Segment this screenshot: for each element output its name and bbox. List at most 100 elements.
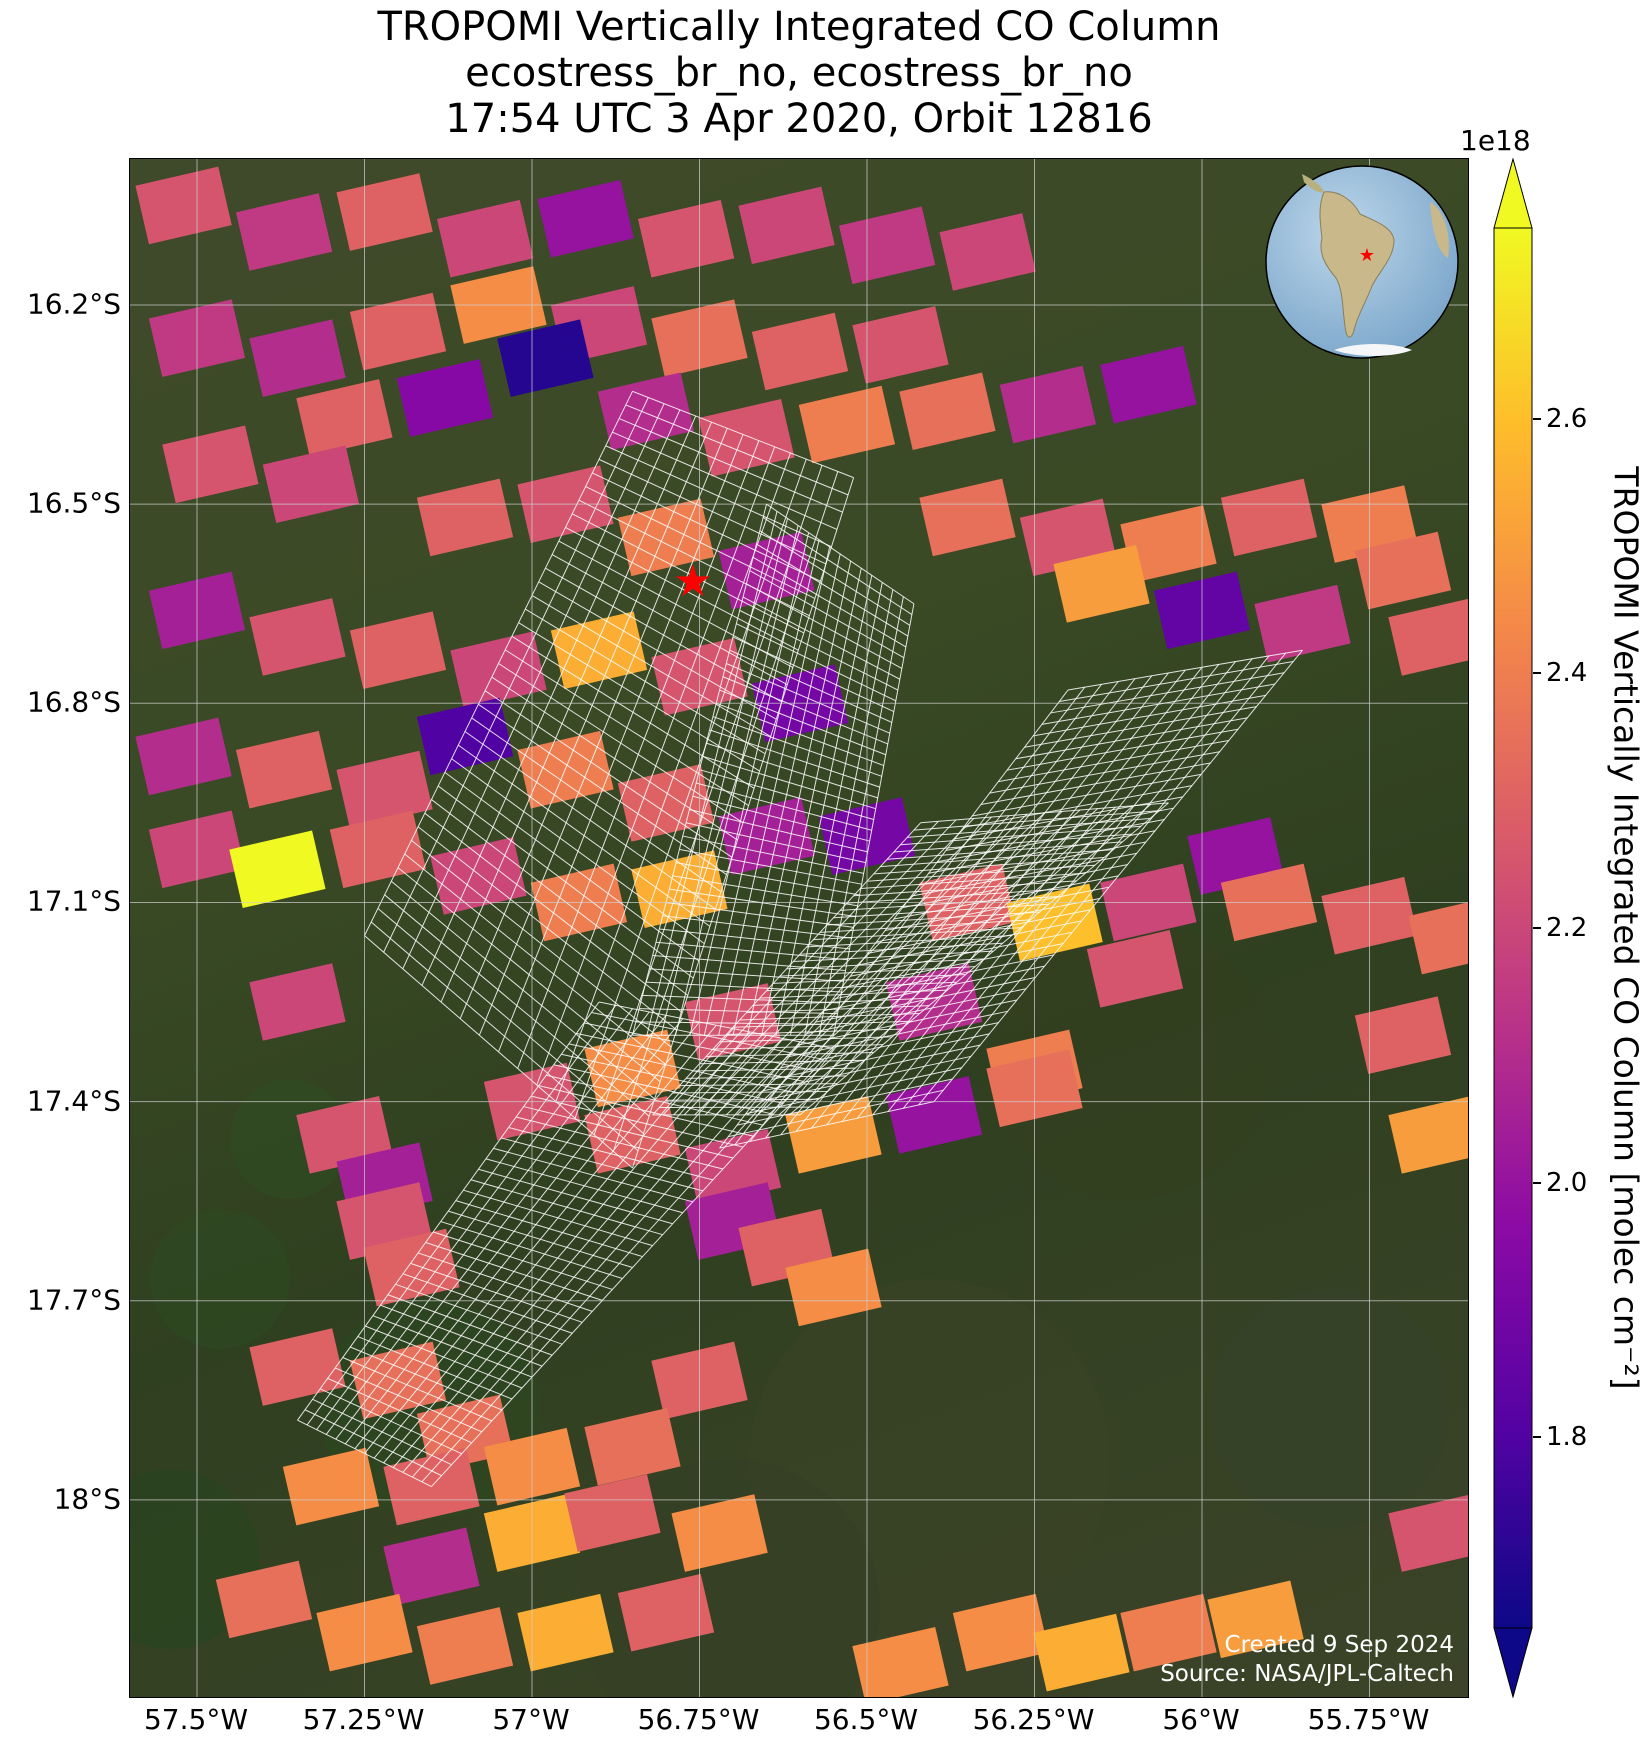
- swath-line: [491, 676, 738, 841]
- credit-box: Created 9 Sep 2024 Source: NASA/JPL-Calt…: [1160, 1631, 1454, 1689]
- swath-line: [712, 1044, 883, 1050]
- co-pixel: [564, 1474, 661, 1552]
- swath-line: [411, 839, 672, 1048]
- swath-line: [1015, 717, 1248, 760]
- swath-line: [662, 915, 852, 939]
- swath-line: [632, 390, 854, 479]
- co-pixel: [1207, 1580, 1304, 1659]
- basemap-imagery: [130, 919, 1450, 1697]
- swath-line: [789, 1010, 1008, 1057]
- map-panel[interactable]: ★ Created 9 Sep 2024 Source: NASA/JPL-Ca…: [129, 158, 1469, 1698]
- swath-line: [478, 703, 727, 875]
- globe-africa: [1430, 202, 1449, 258]
- co-pixel: [450, 631, 547, 709]
- co-pixel: [1100, 345, 1197, 424]
- swath-line: [448, 1210, 633, 1269]
- swath-line: [565, 526, 799, 651]
- swath-line: [561, 1053, 784, 1104]
- swath-line: [884, 886, 1110, 931]
- swath-line: [902, 864, 1128, 909]
- swath-line: [327, 1377, 472, 1444]
- swath-line: [729, 649, 892, 723]
- colorbar-outline: [1493, 227, 1533, 1629]
- co-pixel: [383, 1527, 480, 1606]
- co-pixel: [336, 750, 433, 829]
- swath-line: [749, 570, 905, 659]
- swath-line: [763, 1044, 981, 1092]
- swath-line: [858, 920, 1082, 966]
- co-pixel: [430, 837, 527, 915]
- swath-line: [766, 503, 915, 605]
- swath-line: [826, 911, 1040, 926]
- swath-line: [652, 955, 846, 971]
- swath-line: [463, 1189, 653, 1247]
- colorbar-tick-label: 2.2: [1546, 913, 1588, 943]
- swath-line: [739, 609, 899, 691]
- swath-line: [719, 689, 886, 756]
- co-pixel: [1388, 1494, 1468, 1572]
- swath-line: [334, 1367, 482, 1433]
- swath-line: [639, 1008, 838, 1015]
- co-pixel: [852, 306, 949, 384]
- co-pixel: [1388, 598, 1468, 676]
- colorbar-label: TROPOMI Vertically Integrated CO Column …: [1606, 466, 1646, 1390]
- swath-line: [357, 1336, 513, 1400]
- swath-line: [696, 782, 872, 831]
- swath-line: [806, 988, 1027, 1035]
- swath-line: [1067, 649, 1303, 691]
- co-pixel: [215, 1560, 313, 1639]
- colorbar-gradient: [1494, 228, 1532, 1628]
- co-pixel: [229, 830, 326, 909]
- swath-line: [919, 841, 1146, 886]
- swath-line: [387, 1294, 553, 1356]
- colorbar-extend-max: [1493, 158, 1533, 229]
- swath-line: [679, 1083, 837, 1087]
- swath-line: [655, 941, 848, 961]
- co-pixel: [718, 797, 815, 875]
- swath-line: [598, 1001, 834, 1049]
- colorbar-tick-label: 1.8: [1546, 1422, 1588, 1453]
- swath-line: [756, 543, 909, 637]
- swath-line: [649, 968, 844, 982]
- swath-line: [780, 1022, 999, 1069]
- co-pixel: [1354, 996, 1452, 1074]
- swath-line: [1024, 706, 1257, 748]
- swath-line: [591, 1011, 824, 1060]
- swath-line: [342, 1357, 492, 1422]
- lon-tick-label: 56.75°W: [637, 1703, 760, 1736]
- swath-line: [523, 1106, 734, 1159]
- swath-line: [945, 807, 1174, 851]
- swath-line: [779, 966, 976, 977]
- swath-line: [605, 445, 832, 548]
- co-pixel: [718, 531, 815, 610]
- co-pixel: [336, 173, 433, 251]
- swath-line: [759, 989, 948, 999]
- swath-line: [880, 849, 1114, 868]
- colorbar-tick: [1533, 1181, 1541, 1184]
- lat-tick-label: 17.7°S: [26, 1283, 121, 1317]
- swath-line: [773, 973, 966, 984]
- swath-line: [846, 888, 1068, 904]
- swath-line: [618, 418, 843, 513]
- swath-line: [525, 608, 766, 755]
- lon-tick-label: 56°W: [1162, 1703, 1240, 1736]
- globe-target-star: ★: [1359, 245, 1375, 266]
- lon-tick-label: 56.5°W: [813, 1703, 919, 1736]
- swath-line: [752, 556, 907, 648]
- swath-line: [665, 1098, 819, 1101]
- co-pixel: [785, 1248, 882, 1327]
- swath-line: [433, 1231, 613, 1290]
- swath-line: [425, 1242, 603, 1301]
- co-pixel: [1033, 1613, 1130, 1692]
- swath-line: [963, 785, 1193, 828]
- swath-line: [350, 1346, 503, 1411]
- swath-line: [1033, 694, 1266, 737]
- swath-line: [531, 1095, 744, 1148]
- co-pixel: [671, 1494, 768, 1572]
- swath-line: [319, 1388, 462, 1455]
- swath-line: [980, 762, 1211, 806]
- swath-line: [553, 1064, 774, 1115]
- swath-layer: [297, 390, 1303, 1488]
- swath-line: [786, 958, 985, 970]
- map-svg: ★: [130, 159, 1468, 1697]
